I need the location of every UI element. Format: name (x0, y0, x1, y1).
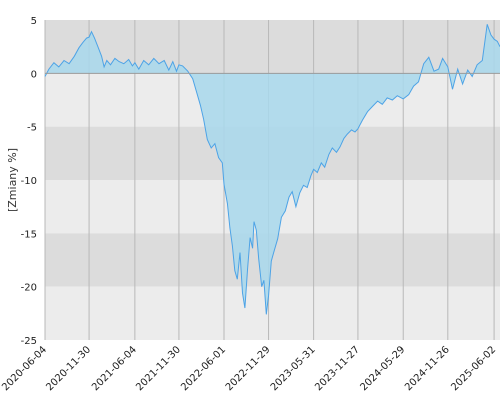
y-tick-label-6: -25 (21, 336, 37, 347)
x-tick-labels: 2020-06-042020-11-302021-06-042021-11-30… (0, 344, 498, 393)
x-tick-label-2: 2021-06-04 (90, 344, 139, 393)
x-tick-label-1: 2020-11-30 (44, 344, 93, 393)
x-tick-label-8: 2024-05-29 (358, 344, 407, 393)
y-tick-label-4: -15 (21, 229, 37, 240)
x-tick-label-6: 2023-05-31 (269, 344, 318, 393)
y-tick-label-0: 5 (31, 16, 37, 27)
x-tick-label-3: 2021-11-30 (134, 344, 183, 393)
x-tick-label-0: 2020-06-04 (0, 344, 49, 393)
series-area (45, 24, 500, 315)
x-tick-label-5: 2022-11-29 (224, 344, 273, 393)
y-tick-label-3: -10 (21, 176, 37, 187)
band-5 (45, 286, 500, 340)
y-tick-labels: 5 0 -5 -10 -15 -20 -25 (21, 16, 37, 347)
y-tick-label-2: -5 (27, 123, 37, 134)
y-tick-label-5: -20 (21, 283, 37, 294)
x-tick-label-7: 2023-11-27 (313, 344, 362, 393)
x-tick-label-9: 2024-11-26 (403, 344, 452, 393)
area-layer (44, 24, 500, 315)
series-line (44, 24, 500, 315)
y-axis-title: [Zmiany %] (6, 148, 19, 212)
x-tick-label-10: 2025-06-02 (449, 344, 498, 393)
y-tick-label-1: 0 (31, 69, 37, 80)
x-tick-label-4: 2022-06-01 (179, 344, 228, 393)
